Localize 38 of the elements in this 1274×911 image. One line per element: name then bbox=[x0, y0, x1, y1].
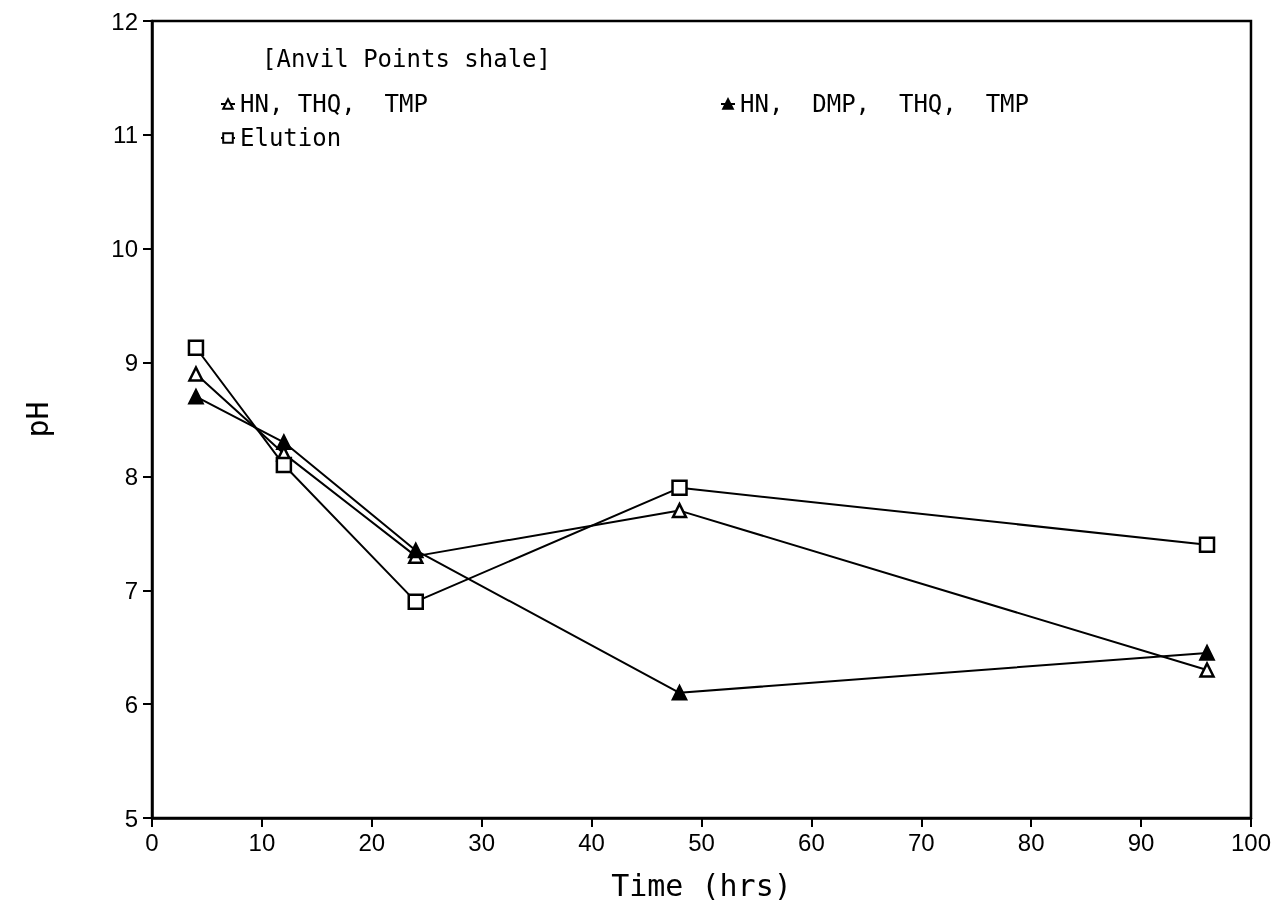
x-tick-label: 100 bbox=[1230, 828, 1271, 856]
legend-label: Elution bbox=[240, 124, 342, 152]
point bbox=[187, 339, 205, 357]
y-tick-label: 12 bbox=[111, 7, 138, 35]
point bbox=[1199, 662, 1215, 678]
y-tick-label: 11 bbox=[113, 121, 138, 149]
point bbox=[408, 542, 424, 559]
point bbox=[1198, 536, 1216, 553]
y-tick-label: 5 bbox=[124, 804, 138, 832]
x-tick-label: 30 bbox=[468, 828, 496, 856]
point bbox=[407, 593, 424, 610]
point bbox=[1199, 645, 1215, 661]
legend-label: HN, DMP, THQ, TMP bbox=[740, 90, 1029, 118]
x-tick-label: 10 bbox=[248, 828, 276, 856]
legend-label: HN, THQ, TMP bbox=[240, 90, 428, 118]
x-tick-label: 80 bbox=[1017, 828, 1045, 856]
x-tick-label: 70 bbox=[907, 828, 935, 856]
point bbox=[671, 502, 688, 519]
y-tick-label: 10 bbox=[111, 235, 138, 263]
point bbox=[188, 366, 204, 382]
y-tick-label: 7 bbox=[124, 576, 138, 604]
point bbox=[275, 456, 293, 474]
x-tick-label: 20 bbox=[358, 828, 386, 856]
y-axis-title: pH bbox=[19, 401, 55, 438]
y-tick-label: 8 bbox=[124, 462, 138, 490]
x-tick-label: 50 bbox=[688, 828, 715, 856]
point bbox=[671, 479, 688, 497]
x-tick-label: 40 bbox=[578, 828, 605, 856]
legend-title: [Anvil Points shale] bbox=[262, 45, 551, 73]
y-tick-label: 9 bbox=[124, 349, 138, 377]
point bbox=[188, 388, 204, 405]
point bbox=[671, 685, 688, 701]
point bbox=[276, 434, 292, 451]
y-tick-label: 6 bbox=[124, 690, 138, 718]
x-tick-label: 0 bbox=[145, 828, 159, 856]
x-tick-label: 60 bbox=[798, 828, 825, 856]
x-axis-title: Time (hrs) bbox=[611, 867, 792, 903]
x-tick-label: 90 bbox=[1127, 828, 1155, 856]
